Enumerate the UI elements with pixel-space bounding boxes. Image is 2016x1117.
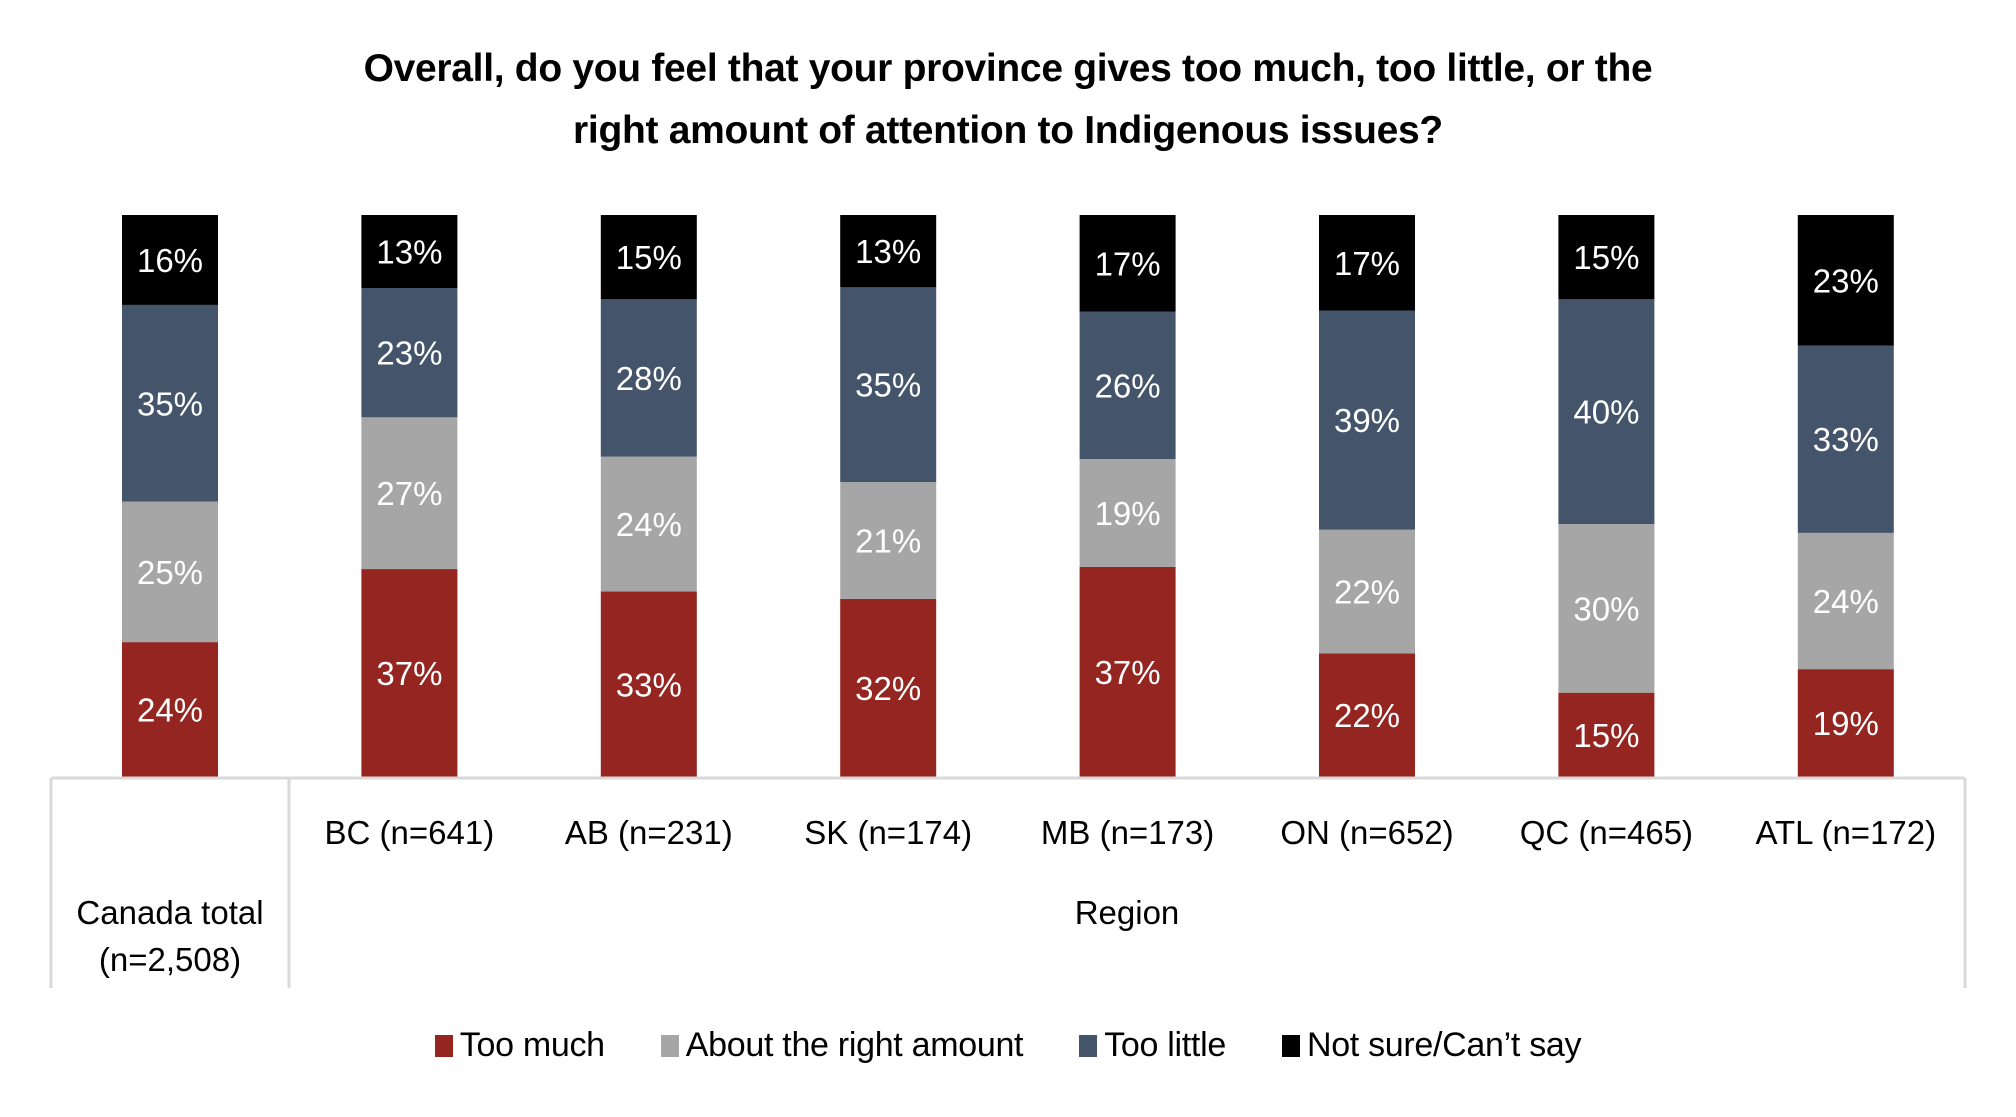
data-label: 16% [137,242,203,279]
data-label: 40% [1573,394,1639,431]
bar-segment [1558,692,1655,777]
data-label: 24% [1813,583,1879,620]
data-label: 13% [376,234,442,271]
legend-label: Too little [1104,1026,1226,1064]
bar-segment [1079,566,1176,777]
legend-label: Too much [459,1026,605,1064]
bar-segment [361,215,458,289]
category-axis: Canada total (n=2,508) Region BC (n=641)… [49,776,1967,988]
bar-segment [1797,669,1894,777]
bar-segment [840,598,937,777]
legend-swatch [1281,1034,1300,1057]
data-label: 19% [1813,705,1879,742]
bar-segment [122,642,218,777]
bar-segment [1558,299,1655,525]
category-label: ATL (n=172) [1755,814,1936,851]
data-label: 22% [1334,574,1400,611]
data-label: 24% [137,692,203,729]
bar-segment [361,569,458,777]
bar-segment [122,215,218,305]
category-label: MB (n=173) [1041,814,1214,851]
bar-segment [122,501,218,643]
legend-item: Too little [1079,1026,1226,1065]
data-label: 39% [1334,402,1400,439]
bar-segment [840,287,937,483]
legend-swatch [434,1034,453,1057]
legend-swatch [660,1034,679,1057]
data-label: 25% [137,554,203,591]
data-label: 23% [1813,262,1879,299]
bar-segment [1319,310,1415,530]
legend-label: Not sure/Can’t say [1306,1026,1582,1064]
bar-segment [840,482,937,599]
bar-segment [1797,215,1894,346]
category-label-canada-line-2: (n=2,508) [99,941,241,978]
data-label: 26% [1095,367,1161,404]
data-label: 27% [376,475,442,512]
data-label: 19% [1095,495,1161,532]
bar-segment [1079,459,1176,567]
data-label: 35% [855,367,921,404]
bar-segment [600,215,697,300]
bar-segment [361,417,458,570]
legend-item: Too much [434,1026,605,1065]
group-label-region: Region [1075,894,1180,931]
legend: Too much About the right amount Too little… [0,1026,2016,1065]
data-label: 15% [1573,717,1639,754]
bar-segment [1797,532,1894,670]
bar-segment [1797,345,1894,533]
data-label: 37% [376,655,442,692]
category-label: ON (n=652) [1280,814,1453,851]
legend-swatch [1079,1034,1098,1057]
bar-segment [1319,529,1415,654]
bar-segment [122,304,218,502]
legend-label: About the right amount [685,1026,1024,1064]
chart-title-line-1: Overall, do you feel that your province … [363,47,1653,90]
data-label: 15% [1573,239,1639,276]
bar-segment [600,591,697,777]
legend-item: Not sure/Can’t say [1281,1026,1582,1065]
data-label: 24% [616,506,682,543]
data-label: 23% [376,335,442,372]
data-label: 28% [616,360,682,397]
chart-title: Overall, do you feel that your province … [0,38,2016,162]
data-label: 35% [137,385,203,422]
bar-segment [1558,215,1655,300]
data-label: 17% [1334,245,1400,282]
bar-segment [1319,653,1415,777]
data-label: 32% [855,670,921,707]
bar-segment [600,299,697,457]
data-label: 13% [855,233,921,270]
bar-segment [1079,215,1176,312]
bar-segment [1079,311,1176,460]
data-label: 30% [1573,590,1639,627]
category-label-canada-line-1: Canada total [76,894,263,931]
bar-segment [361,288,458,418]
data-label: 17% [1095,245,1161,282]
category-label: SK (n=174) [804,814,972,851]
bar-segment [840,215,937,288]
chart-title-line-2: right amount of attention to Indigenous … [573,109,1443,152]
bar-segment [1558,524,1655,693]
data-label: 15% [616,239,682,276]
data-label: 22% [1334,697,1400,734]
bar-segment [600,456,697,592]
bar-segment [1319,215,1415,311]
data-label: 21% [855,523,921,560]
category-label: AB (n=231) [565,814,733,851]
legend-item: About the right amount [660,1026,1024,1065]
bars-group: 24% 25% 35% 16% 37% 27% 23% 13% 33% 24% 28% 15% 32% 2… [122,215,1894,777]
data-label: 33% [616,666,682,703]
data-label: 37% [1095,654,1161,691]
category-label: QC (n=465) [1520,814,1693,851]
category-label: BC (n=641) [325,814,495,851]
data-label: 33% [1813,421,1879,458]
